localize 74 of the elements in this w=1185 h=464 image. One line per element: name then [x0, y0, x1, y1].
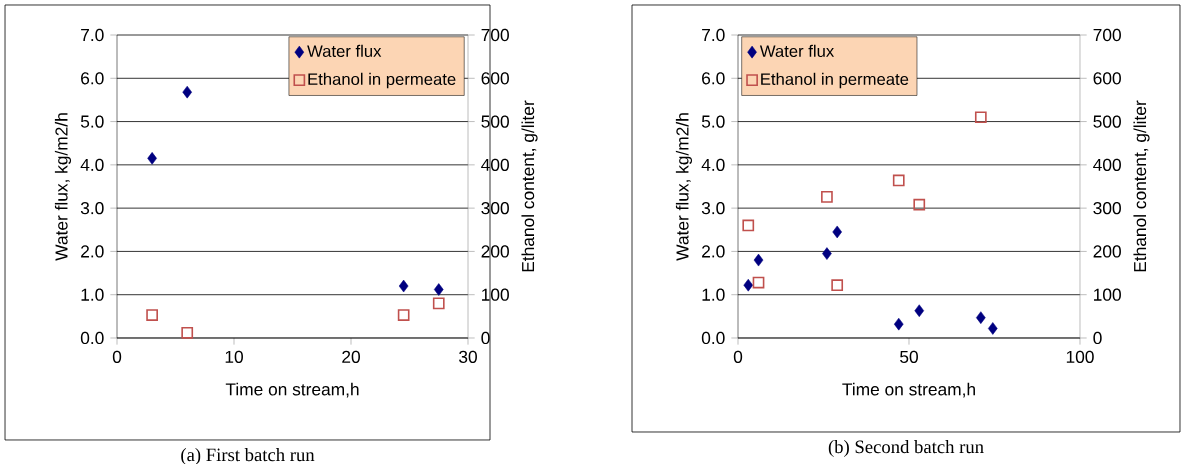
y2-tick-label: 400 — [1093, 158, 1121, 171]
point — [146, 309, 158, 321]
y2-tick-label: 600 — [481, 72, 509, 85]
y-tick-label: 3.0 — [701, 202, 725, 215]
point — [433, 283, 444, 296]
y2-tick-label: 700 — [481, 28, 509, 42]
point — [753, 253, 764, 267]
point — [752, 276, 765, 289]
x-axis-title: Time on stream,h — [842, 382, 975, 398]
y-tick-label: 0.0 — [701, 331, 725, 345]
x-tick-label: 100 — [1066, 350, 1094, 363]
y-tick-label: 7.0 — [81, 28, 104, 42]
y2-tick-label: 100 — [1094, 288, 1121, 301]
y-tick-label: 2.0 — [81, 245, 104, 258]
y2-axis-title: Ethanol content, g/liter — [1133, 100, 1150, 272]
y-tick-label: 0.0 — [80, 331, 104, 345]
point — [892, 174, 905, 187]
y2-axis-title: Ethanol content, g/liter — [521, 100, 538, 272]
y-tick-label: 5.0 — [701, 115, 725, 128]
y2-tick-label: 100 — [482, 288, 509, 301]
text: (a) First batch run — [181, 448, 315, 464]
point — [832, 225, 842, 239]
point — [432, 297, 445, 310]
point — [743, 278, 754, 292]
x-tick-label: 0 — [733, 350, 743, 363]
y-tick-label: 3.0 — [80, 202, 104, 215]
legend-label: Water flux — [759, 44, 835, 58]
y2-tick-label: 300 — [1093, 202, 1121, 215]
point — [988, 322, 998, 335]
point — [974, 111, 987, 124]
y-tick-label: 1.0 — [702, 288, 725, 301]
point — [181, 326, 194, 339]
x-tick-label: 0 — [112, 350, 122, 363]
text: (b) Second batch run — [828, 440, 984, 457]
y-tick-label: 4.0 — [701, 158, 725, 171]
point — [893, 317, 904, 331]
legend-label: Ethanol in permeate — [308, 72, 456, 89]
point — [913, 198, 926, 211]
point — [976, 311, 986, 324]
point — [147, 152, 157, 165]
point — [914, 304, 925, 317]
y-tick-label: 7.0 — [702, 28, 725, 42]
y-tick-label: 4.0 — [80, 158, 104, 171]
y-axis-title: Water flux, kg/m2/h — [675, 113, 693, 261]
y2-tick-label: 200 — [1093, 245, 1121, 258]
x-tick-label: 30 — [459, 350, 477, 363]
x-tick-label: 20 — [342, 350, 360, 363]
x-tick-label: 10 — [225, 350, 243, 363]
point — [831, 279, 844, 292]
x-axis-title: Time on stream,h — [225, 382, 359, 398]
y-axis-title: Water flux, kg/m2/h — [54, 113, 72, 261]
point — [182, 85, 192, 99]
legend-label: Water flux — [307, 44, 382, 58]
y-tick-label: 5.0 — [80, 115, 104, 128]
y2-tick-label: 200 — [481, 245, 509, 258]
y-tick-label: 6.0 — [702, 72, 725, 85]
y-tick-label: 2.0 — [702, 245, 725, 258]
point — [398, 279, 409, 293]
y-tick-label: 6.0 — [81, 72, 104, 85]
y2-tick-label: 300 — [481, 202, 509, 215]
point — [742, 219, 755, 232]
y2-tick-label: 500 — [481, 115, 509, 128]
legend-label: Ethanol in permeate — [761, 72, 909, 89]
y2-tick-label: 500 — [1093, 115, 1121, 128]
y2-tick-label: 0 — [481, 331, 490, 345]
point — [822, 247, 832, 260]
x-tick-label: 50 — [900, 350, 918, 363]
point — [397, 309, 410, 321]
y2-tick-label: 600 — [1093, 72, 1121, 85]
y2-tick-label: 700 — [1093, 28, 1121, 42]
y2-tick-label: 400 — [481, 158, 509, 171]
y2-tick-label: 0 — [1093, 331, 1102, 345]
y-tick-label: 1.0 — [81, 288, 104, 301]
point — [821, 191, 833, 203]
